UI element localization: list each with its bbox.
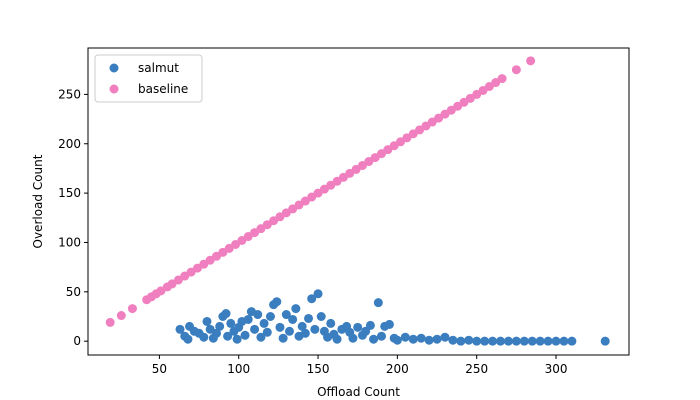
y-tick-label-0: 0	[73, 334, 81, 348]
point-salmut-47	[326, 318, 336, 328]
x-tick-label-4: 250	[465, 362, 488, 376]
y-axis-ticks: 0 50 100 150 200 250	[58, 87, 88, 348]
point-salmut-73	[464, 335, 474, 345]
point-salmut-68	[424, 335, 434, 345]
point-salmut-77	[495, 336, 505, 346]
y-tick-label-2: 100	[58, 235, 81, 249]
plot-area-frame	[87, 47, 630, 356]
legend-label-baseline: baseline	[138, 82, 188, 96]
point-salmut-13	[221, 309, 231, 319]
point-baseline-62	[526, 56, 536, 66]
point-salmut-82	[535, 336, 545, 346]
point-salmut-76	[488, 336, 498, 346]
legend-box	[94, 54, 203, 103]
point-salmut-75	[480, 336, 490, 346]
point-salmut-69	[432, 334, 442, 344]
point-salmut-35	[288, 314, 298, 324]
point-salmut-66	[408, 334, 418, 344]
point-baseline-60	[497, 74, 507, 84]
point-salmut-23	[250, 324, 260, 334]
point-salmut-67	[416, 333, 426, 343]
legend-marker-salmut	[109, 63, 119, 73]
point-salmut-28	[265, 312, 275, 321]
x-tick-label-2: 150	[307, 362, 330, 376]
point-salmut-79	[511, 336, 521, 346]
point-baseline-0	[105, 317, 115, 327]
point-salmut-30	[272, 297, 282, 307]
x-axis-ticks: 50 100 150 200 250 300	[152, 355, 568, 376]
point-salmut-14	[223, 331, 233, 341]
y-axis-label: Overload Count	[31, 154, 45, 248]
point-salmut-44	[316, 312, 326, 321]
x-tick-label-0: 50	[152, 362, 167, 376]
x-tick-label-1: 100	[227, 362, 250, 376]
point-salmut-71	[448, 335, 458, 345]
point-salmut-65	[400, 332, 410, 342]
point-salmut-0	[175, 324, 185, 334]
point-salmut-31	[275, 322, 285, 332]
legend-label-salmut: salmut	[138, 61, 179, 75]
point-salmut-32	[278, 333, 288, 343]
point-salmut-58	[369, 334, 379, 344]
point-salmut-40	[304, 313, 314, 323]
point-salmut-60	[377, 331, 386, 341]
point-salmut-78	[503, 336, 513, 346]
point-salmut-74	[472, 336, 482, 346]
point-salmut-70	[440, 332, 450, 342]
point-salmut-87	[600, 336, 610, 346]
point-salmut-34	[284, 326, 294, 336]
point-salmut-38	[297, 321, 307, 331]
point-salmut-7	[202, 316, 212, 326]
point-salmut-2	[183, 334, 193, 344]
point-baseline-1	[116, 311, 126, 321]
point-salmut-41	[307, 294, 317, 304]
point-salmut-72	[456, 336, 466, 346]
point-salmut-43	[313, 289, 323, 299]
x-axis-label: Offload Count	[317, 385, 400, 399]
points-layer	[105, 56, 610, 346]
point-baseline-2	[127, 304, 137, 314]
point-salmut-25	[256, 332, 266, 342]
y-tick-label-1: 50	[66, 285, 81, 299]
point-salmut-54	[353, 322, 363, 332]
point-salmut-81	[527, 336, 537, 346]
point-salmut-64	[392, 335, 402, 345]
y-tick-label-5: 250	[58, 87, 81, 101]
point-salmut-27	[262, 327, 272, 337]
point-salmut-62	[384, 319, 394, 329]
legend: salmut baseline	[94, 54, 203, 103]
point-salmut-49	[332, 334, 342, 344]
point-baseline-61	[511, 65, 521, 75]
point-salmut-15	[226, 318, 236, 328]
x-tick-label-5: 300	[545, 362, 568, 376]
point-salmut-36	[291, 304, 301, 314]
y-tick-label-4: 200	[58, 137, 81, 151]
point-salmut-80	[519, 336, 529, 346]
point-salmut-84	[551, 336, 561, 346]
point-salmut-33	[281, 310, 291, 320]
point-salmut-20	[240, 330, 250, 340]
point-salmut-53	[348, 333, 358, 343]
point-salmut-10	[212, 328, 222, 338]
point-salmut-6	[199, 332, 209, 342]
y-tick-label-3: 150	[58, 186, 81, 200]
point-salmut-39	[300, 328, 310, 338]
point-salmut-86	[567, 336, 577, 346]
point-salmut-17	[232, 334, 242, 344]
point-salmut-57	[365, 320, 375, 330]
x-tick-label-3: 200	[386, 362, 409, 376]
legend-marker-baseline	[109, 84, 119, 94]
point-salmut-21	[243, 314, 253, 324]
point-salmut-42	[310, 324, 320, 334]
point-salmut-83	[543, 336, 553, 346]
point-salmut-85	[559, 336, 569, 346]
point-salmut-26	[259, 318, 269, 328]
point-salmut-11	[215, 321, 225, 331]
point-salmut-24	[253, 310, 263, 320]
point-salmut-59	[373, 298, 383, 308]
